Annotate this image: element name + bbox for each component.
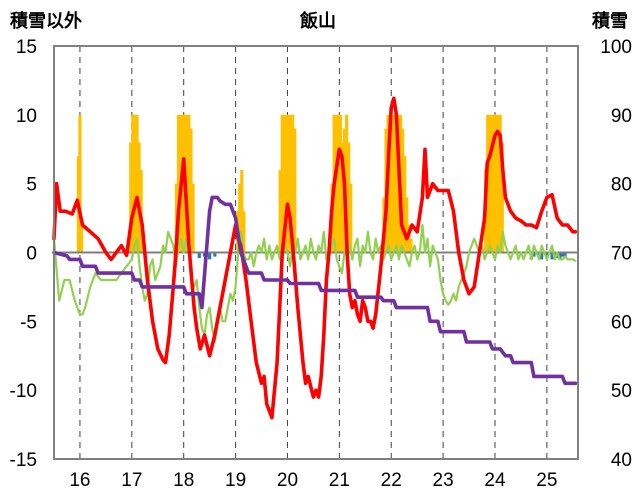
- bar: [560, 252, 565, 257]
- bar: [392, 114, 396, 253]
- bar: [563, 252, 567, 259]
- bar: [240, 169, 244, 253]
- x-tick-label: 18: [173, 470, 194, 491]
- series-line: [52, 195, 578, 386]
- bar: [558, 252, 562, 260]
- bar: [500, 142, 504, 253]
- y-right-tick-label: 60: [611, 312, 632, 333]
- bar: [282, 114, 286, 253]
- bar: [388, 114, 392, 253]
- bar: [176, 114, 181, 253]
- bar: [288, 114, 293, 253]
- bar: [532, 252, 536, 257]
- y-right-ticks: 100 90 80 70 60 50 40: [600, 37, 632, 471]
- bar: [394, 114, 399, 253]
- bar: [334, 114, 338, 253]
- bar: [286, 114, 291, 253]
- bar: [338, 114, 342, 253]
- y-right-label: 積雪: [591, 10, 628, 31]
- x-tick-label: 23: [433, 470, 454, 491]
- bar: [490, 114, 494, 253]
- y-left-tick-label: -5: [20, 312, 37, 333]
- bar: [498, 114, 502, 253]
- plot-frame: [53, 45, 579, 460]
- bar: [293, 128, 297, 253]
- x-tick-label: 16: [69, 470, 90, 491]
- y-left-tick-label: -10: [10, 381, 37, 402]
- bar: [135, 114, 139, 253]
- bar: [405, 197, 409, 253]
- bar: [409, 238, 413, 253]
- series-line: [52, 96, 578, 420]
- bar: [189, 128, 193, 253]
- y-left-tick-label: 15: [16, 37, 37, 58]
- line-series: [52, 96, 578, 420]
- bar: [131, 114, 135, 253]
- bar: [545, 252, 549, 257]
- y-right-tick-label: 90: [611, 106, 632, 127]
- x-tick-label: 24: [484, 470, 506, 491]
- y-left-tick-label: 5: [26, 175, 37, 196]
- y-left-tick-label: 0: [26, 244, 37, 265]
- x-tick-label: 20: [277, 470, 298, 491]
- bar: [494, 114, 498, 253]
- bar: [187, 114, 191, 253]
- x-tick-label: 21: [329, 470, 350, 491]
- bar: [488, 114, 492, 253]
- bar: [347, 142, 351, 253]
- y-right-tick-label: 80: [611, 175, 632, 196]
- bar: [280, 114, 284, 253]
- x-tick-label: 22: [381, 470, 402, 491]
- bar: [213, 252, 217, 257]
- bar: [79, 224, 84, 253]
- bar: [278, 169, 282, 253]
- y-right-tick-label: 100: [600, 37, 632, 58]
- series-line: [52, 223, 577, 344]
- bar: [129, 142, 133, 253]
- y-left-tick-label: -15: [10, 450, 37, 471]
- bar: [133, 114, 137, 253]
- x-ticks: 16 17 18 19 20 21 22 23 24 25: [69, 470, 557, 491]
- bar: [208, 252, 212, 260]
- bar: [197, 252, 201, 259]
- bar: [242, 211, 246, 253]
- x-tick-label: 25: [536, 470, 557, 491]
- bar: [340, 142, 345, 253]
- bar: [78, 114, 82, 253]
- bar: [540, 252, 544, 260]
- y-left-tick-label: 10: [16, 106, 37, 127]
- bar: [284, 114, 289, 253]
- bar: [390, 114, 394, 253]
- bar: [492, 114, 496, 253]
- bar: [137, 142, 141, 253]
- bar: [345, 114, 349, 253]
- chart-title: 飯山: [299, 10, 336, 31]
- bar: [403, 156, 407, 253]
- y-right-tick-label: 70: [611, 244, 632, 265]
- bar: [291, 114, 295, 253]
- y-right-tick-label: 40: [611, 450, 632, 471]
- y-left-label: 積雪以外: [9, 10, 82, 31]
- x-tick-label: 19: [225, 470, 246, 491]
- y-right-tick-label: 50: [611, 381, 632, 402]
- bar: [401, 128, 405, 253]
- bar: [496, 114, 500, 253]
- bar: [407, 224, 411, 253]
- bar: [550, 252, 554, 260]
- x-tick-label: 17: [121, 470, 142, 491]
- y-left-ticks: 15 10 5 0 -5 -10 -15: [10, 37, 37, 471]
- bar: [191, 183, 195, 253]
- bar: [349, 183, 353, 253]
- bar: [238, 183, 242, 253]
- bar: [336, 114, 340, 253]
